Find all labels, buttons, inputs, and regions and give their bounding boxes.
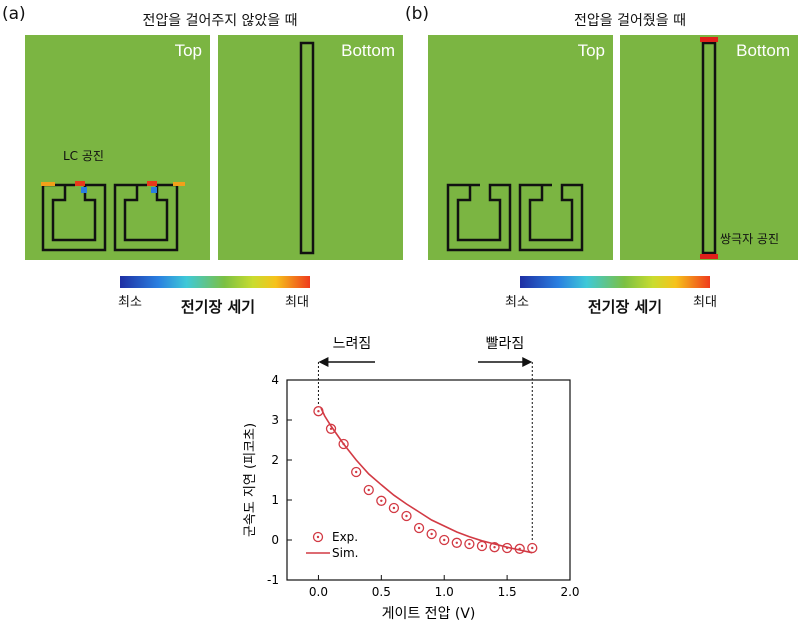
- exp-point-center: [443, 538, 446, 542]
- x-tick-label: 2.0: [560, 585, 579, 599]
- exp-point-center: [405, 514, 408, 518]
- sim-line: [320, 407, 533, 554]
- exp-point-center: [367, 488, 370, 492]
- y-tick-label: 1: [271, 493, 279, 507]
- exp-point: [476, 540, 488, 552]
- y-tick-label: 0: [271, 533, 279, 547]
- panel-b-top-resonators: [446, 183, 584, 252]
- exp-point: [464, 538, 475, 550]
- exp-point-center: [329, 427, 333, 430]
- plot-frame: [286, 379, 571, 581]
- legend-exp-label: Exp.: [332, 530, 358, 544]
- x-tick-label: 1.5: [498, 585, 517, 599]
- dipole-hotspot-bottom: [700, 254, 718, 259]
- faster-label: 빨라짐: [486, 336, 525, 352]
- exp-point-center: [317, 410, 320, 413]
- exp-point-center: [380, 499, 383, 502]
- y-axis-label: 군속도 지연 (피코초): [243, 423, 258, 537]
- exp-point: [388, 502, 400, 514]
- exp-point: [376, 495, 387, 506]
- exp-point-center: [518, 547, 521, 550]
- panel-a-colorbar-min: 최소: [118, 295, 142, 310]
- panel-b-annotation: 쌍극자 공진: [720, 232, 780, 246]
- exp-point: [451, 537, 462, 548]
- panel-b-colorbar-min: 최소: [505, 295, 529, 310]
- panel-a-top-field: Top LC 공진: [25, 35, 210, 260]
- exp-point: [363, 484, 374, 496]
- exp-point: [413, 522, 425, 534]
- y-tick-label: 2: [271, 453, 279, 467]
- exp-point: [527, 542, 538, 554]
- panel-a-bottom-bar: [299, 41, 315, 255]
- slower-arrow-head: [318, 357, 329, 367]
- legend-exp-marker: [312, 531, 324, 543]
- panel-b-bottom-field: Bottom 쌍극자 공진: [620, 35, 798, 260]
- exp-point: [439, 534, 450, 546]
- exp-point: [401, 510, 412, 522]
- panel-a-bottom-field: Bottom: [218, 35, 403, 260]
- panel-b-title: 전압을 걸어줬을 때: [574, 13, 686, 29]
- legend-exp-marker-center: [316, 535, 320, 539]
- panel-b-colorbar: [520, 276, 710, 288]
- lc-hotspots: [41, 181, 185, 193]
- panel-a-colorbar-title: 전기장 세기: [180, 298, 256, 316]
- panel-b-colorbar-max: 최대: [693, 295, 717, 310]
- exp-point: [501, 542, 513, 554]
- exp-point-center: [392, 506, 396, 510]
- panel-b-label: (b): [405, 4, 430, 24]
- x-tick-label: 0.5: [372, 585, 391, 599]
- exp-point-center: [480, 544, 484, 548]
- x-tick-label: 0.0: [309, 585, 328, 599]
- panel-a-colorbar: [120, 276, 310, 288]
- y-tick-label: -1: [267, 573, 279, 587]
- exp-point-center: [417, 526, 421, 530]
- panel-b-top-field: Top: [428, 35, 613, 260]
- exp-point-center: [455, 541, 458, 544]
- exp-point: [351, 466, 362, 478]
- exp-point-center: [430, 532, 433, 536]
- exp-point: [426, 528, 437, 540]
- dipole-hotspot-top: [700, 37, 718, 42]
- exp-point: [325, 423, 337, 434]
- panel-a-colorbar-max: 최대: [285, 295, 309, 310]
- exp-point-center: [354, 470, 358, 474]
- panel-b-colorbar-title: 전기장 세기: [587, 298, 663, 316]
- panel-a-label: (a): [2, 4, 26, 24]
- panel-b-top-tag: Top: [577, 41, 605, 60]
- exp-point-center: [342, 442, 345, 446]
- exp-point: [338, 438, 349, 450]
- panel-a-annotation: LC 공진: [63, 149, 104, 163]
- exp-point-center: [468, 542, 471, 546]
- slower-label: 느려짐: [333, 336, 372, 352]
- y-tick-label: 3: [271, 413, 279, 427]
- panel-b-bottom-tag: Bottom: [736, 41, 790, 60]
- panel-a-top-resonators: [41, 181, 185, 252]
- panel-b-bottom-bar: [700, 37, 718, 259]
- exp-point-center: [505, 546, 509, 550]
- x-tick-label: 1.0: [435, 585, 454, 599]
- panel-a-bottom-tag: Bottom: [341, 41, 395, 60]
- exp-point: [313, 406, 324, 417]
- x-axis-label: 게이트 전압 (V): [382, 606, 476, 622]
- exp-point-center: [531, 546, 534, 550]
- exp-point-center: [493, 546, 496, 549]
- exp-point: [489, 542, 500, 553]
- panel-a-title: 전압을 걸어주지 않았을 때: [142, 13, 298, 29]
- faster-arrow-head: [522, 357, 533, 367]
- legend-sim-label: Sim.: [332, 546, 358, 560]
- y-tick-label: 4: [271, 373, 279, 387]
- exp-point: [514, 543, 525, 554]
- panel-a-top-tag: Top: [174, 41, 202, 60]
